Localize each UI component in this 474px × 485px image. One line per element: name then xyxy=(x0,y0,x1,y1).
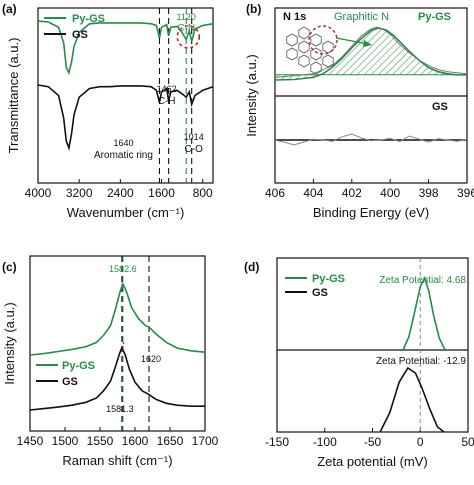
panel-d-series-pygs xyxy=(402,275,446,351)
panel-b-y-axis-label: Intensity (a.u.) xyxy=(244,54,259,136)
panel-c-annotation: 1620 xyxy=(141,354,161,364)
panel-a-annotation: C-H xyxy=(158,96,176,107)
panel-a-annotation: Aromatic ring xyxy=(94,150,153,161)
panel-c-tick-label: 1600 xyxy=(122,434,149,448)
panel-b-hexagon xyxy=(310,33,322,47)
panel-b-tick-label: 406 xyxy=(265,186,285,200)
panel-d-tick-label: -50 xyxy=(364,435,382,449)
panel-d-tick-label: -100 xyxy=(313,435,337,449)
panel-b-highlight-circle xyxy=(308,25,338,55)
panel-c-tick-label: 1650 xyxy=(157,434,184,448)
panel-b-top-label: N 1s xyxy=(283,11,306,23)
panel-c-annotation: 1582.6 xyxy=(109,264,137,274)
panel-a-x-axis-label: Wavenumber (cm⁻¹) xyxy=(67,205,185,220)
panel-a-annotation: C-O xyxy=(185,144,204,155)
panel-b-hexagon xyxy=(298,26,310,40)
panel-d-series-label: Zeta Potential: 4.68 xyxy=(379,275,466,286)
panel-a-tick-label: 800 xyxy=(193,186,213,200)
panel-a-annotation: 1462 xyxy=(157,84,177,94)
panel-d-tick-label: 50 xyxy=(461,435,474,449)
panel-a-tick-label: 4000 xyxy=(25,186,52,200)
panel-a-tick-label: 1600 xyxy=(148,186,175,200)
panel-b-hexagon xyxy=(322,54,334,68)
panel-b-arrow-head xyxy=(363,40,372,47)
panel-c-y-axis-label: Intensity (a.u.) xyxy=(2,302,17,384)
panel-b-hexagon xyxy=(310,47,322,61)
panel-b-tick-label: 398 xyxy=(419,186,439,200)
panel-d-tick-label: 0 xyxy=(417,435,424,449)
panel-b-peak-label: Graphitic N xyxy=(334,11,389,23)
panel-b-hexagon xyxy=(286,47,298,61)
panel-c-tick-label: 1450 xyxy=(17,434,44,448)
panel-c-x-axis-label: Raman shift (cm⁻¹) xyxy=(62,453,172,468)
panel-b-hexagon xyxy=(298,54,310,68)
panel-c-legend-label: GS xyxy=(62,376,78,388)
panel-b-fit-area xyxy=(275,28,467,80)
panel-b-tick-label: 400 xyxy=(380,186,400,200)
panel-a-legend-label: Py-GS xyxy=(72,13,105,25)
panel-b-upper-label: Py-GS xyxy=(418,11,451,23)
panel-d-series-gs xyxy=(379,366,445,433)
panel-c-legend-label: Py-GS xyxy=(62,360,95,372)
panel-b-series-pygs xyxy=(274,26,468,78)
panel-c-tick-label: 1500 xyxy=(52,434,79,448)
panel-b-lower-label: GS xyxy=(432,101,448,113)
panel-c-tick-label: 1550 xyxy=(87,434,114,448)
panel-a-highlight-circle xyxy=(176,25,201,49)
panel-a-legend-label: GS xyxy=(72,29,88,41)
panel-d-series-label: Zeta Potential: -12.9 xyxy=(376,356,466,367)
panel-a-annotation: 1014 xyxy=(184,132,204,142)
panel-c-frame xyxy=(29,255,206,432)
panel-b-arrow-shaft xyxy=(335,37,369,45)
panel-c-series-pygs xyxy=(29,281,206,356)
panel-a-annotation: 1640 xyxy=(113,138,133,148)
panel-d-legend-label: GS xyxy=(312,287,328,299)
panel-b-hexagon xyxy=(298,40,310,54)
panel-a-tick-label: 3200 xyxy=(66,186,93,200)
panel-b-panel-label: (b) xyxy=(246,2,261,16)
panel-d-legend-label: Py-GS xyxy=(312,273,345,285)
panel-c-series-gs xyxy=(29,345,205,411)
panel-a-frame xyxy=(37,7,214,184)
panel-c-tick-label: 1700 xyxy=(192,434,219,448)
panel-a-panel-label: (a) xyxy=(2,2,17,16)
panel-b-tick-label: 402 xyxy=(342,186,362,200)
panel-b-tick-label: 396 xyxy=(457,186,474,200)
panel-d-x-axis-label: Zeta potential (mV) xyxy=(317,454,428,469)
panel-b-hexagon xyxy=(310,61,322,75)
panel-d-panel-label: (d) xyxy=(244,260,259,274)
panel-a-y-axis-label: Transmittance (a.u.) xyxy=(6,38,21,154)
panel-a-annotation: C-N xyxy=(177,23,195,34)
panel-c-annotation: 1581.3 xyxy=(106,404,134,414)
panel-c-panel-label: (c) xyxy=(2,260,17,274)
panel-b-series-gs xyxy=(274,133,468,146)
panel-a-series-py-gs xyxy=(37,20,214,76)
panel-b-x-axis-label: Binding Energy (eV) xyxy=(313,205,429,220)
panel-a-annotation: 1120 xyxy=(177,12,196,22)
panel-d-tick-label: -150 xyxy=(265,435,289,449)
panel-a-tick-label: 2400 xyxy=(107,186,134,200)
panel-b-tick-label: 404 xyxy=(303,186,323,200)
panel-b-hexagon xyxy=(286,33,298,47)
panel-a-series-gs xyxy=(37,84,214,151)
